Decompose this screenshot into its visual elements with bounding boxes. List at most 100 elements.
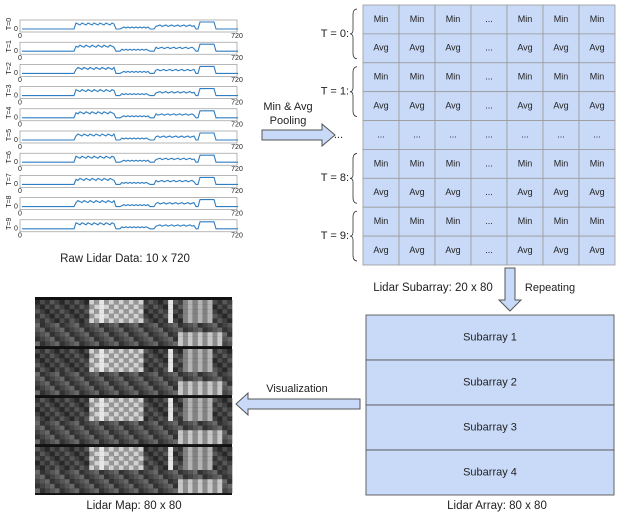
map-pixel — [163, 407, 168, 412]
map-pixel — [70, 456, 75, 461]
map-pixel — [50, 461, 55, 466]
map-pixel — [94, 314, 99, 319]
map-pixel — [198, 488, 203, 493]
map-pixel — [188, 305, 193, 310]
map-pixel — [188, 328, 193, 333]
map-pixel — [99, 447, 104, 452]
map-pixel — [45, 452, 50, 457]
map-pixel — [193, 372, 198, 377]
map-pixel — [74, 305, 79, 310]
map-pixel — [79, 412, 84, 417]
map-pixel — [124, 488, 129, 493]
map-pixel — [217, 398, 222, 403]
map-pixel — [74, 452, 79, 457]
map-pixel — [40, 372, 45, 377]
map-pixel — [124, 452, 129, 457]
map-pixel — [60, 309, 65, 314]
map-pixel — [35, 488, 40, 493]
map-pixel — [119, 305, 124, 310]
map-pixel — [94, 452, 99, 457]
map-pixel — [109, 430, 114, 435]
map-pixel — [139, 363, 144, 368]
map-pixel — [148, 377, 153, 382]
map-pixel — [188, 465, 193, 470]
map-pixel — [193, 465, 198, 470]
map-pixel — [124, 349, 129, 354]
map-pixel — [222, 337, 227, 342]
map-pixel — [79, 435, 84, 440]
map-pixel — [203, 314, 208, 319]
map-pixel — [153, 372, 158, 377]
map-pixel — [124, 456, 129, 461]
map-pixel — [124, 305, 129, 310]
cell-label: Min — [446, 216, 461, 226]
map-pixel — [148, 367, 153, 372]
map-pixel — [50, 475, 55, 480]
map-pixel — [79, 349, 84, 354]
map-pixel — [74, 435, 79, 440]
map-pixel — [222, 430, 227, 435]
map-pixel — [208, 318, 213, 323]
map-pixel — [55, 377, 60, 382]
map-pixel — [183, 341, 188, 346]
map-pixel — [79, 461, 84, 466]
map-pixel — [114, 447, 119, 452]
map-pixel — [40, 363, 45, 368]
map-pixel — [144, 426, 149, 431]
map-pixel — [139, 300, 144, 305]
map-pixel — [74, 479, 79, 484]
plot-label: T=6 — [6, 151, 13, 163]
map-pixel — [163, 309, 168, 314]
cell-label: Avg — [589, 187, 604, 197]
map-pixel — [168, 452, 173, 457]
cell-label: ... — [485, 187, 493, 197]
map-pixel — [65, 430, 70, 435]
map-pixel — [119, 479, 124, 484]
map-pixel — [70, 435, 75, 440]
map-pixel — [183, 390, 188, 395]
map-pixel — [163, 403, 168, 408]
plot-label: T=3 — [6, 84, 13, 96]
map-pixel — [134, 421, 139, 426]
map-pixel — [208, 372, 213, 377]
map-pixel — [203, 403, 208, 408]
map-pixel — [208, 381, 213, 386]
map-pixel — [65, 318, 70, 323]
map-pixel — [183, 328, 188, 333]
map-pixel — [227, 452, 232, 457]
map-pixel — [193, 430, 198, 435]
map-pixel — [178, 323, 183, 328]
map-pixel — [45, 398, 50, 403]
caption: Lidar Map: 80 x 80 — [86, 500, 181, 512]
map-pixel — [60, 305, 65, 310]
map-pixel — [148, 426, 153, 431]
map-pixel — [45, 318, 50, 323]
map-pixel — [109, 323, 114, 328]
map-pixel — [84, 447, 89, 452]
map-pixel — [193, 318, 198, 323]
map-pixel — [217, 416, 222, 421]
map-pixel — [198, 430, 203, 435]
cell-label: Min — [374, 158, 389, 168]
map-pixel — [109, 435, 114, 440]
map-pixel — [158, 323, 163, 328]
map-pixel — [109, 309, 114, 314]
map-pixel — [114, 354, 119, 359]
map-pixel — [203, 305, 208, 310]
map-pixel — [60, 430, 65, 435]
map-pixel — [109, 421, 114, 426]
map-pixel — [227, 390, 232, 395]
map-pixel — [129, 412, 134, 417]
map-pixel — [153, 484, 158, 489]
cell-label: Min — [554, 216, 569, 226]
map-pixel — [198, 479, 203, 484]
map-pixel — [40, 421, 45, 426]
map-pixel — [213, 403, 218, 408]
map-pixel — [45, 430, 50, 435]
map-pixel — [129, 398, 134, 403]
map-pixel — [109, 363, 114, 368]
map-pixel — [124, 390, 129, 395]
map-pixel — [55, 435, 60, 440]
x-tick-label: 0 — [18, 99, 22, 106]
map-pixel — [139, 372, 144, 377]
